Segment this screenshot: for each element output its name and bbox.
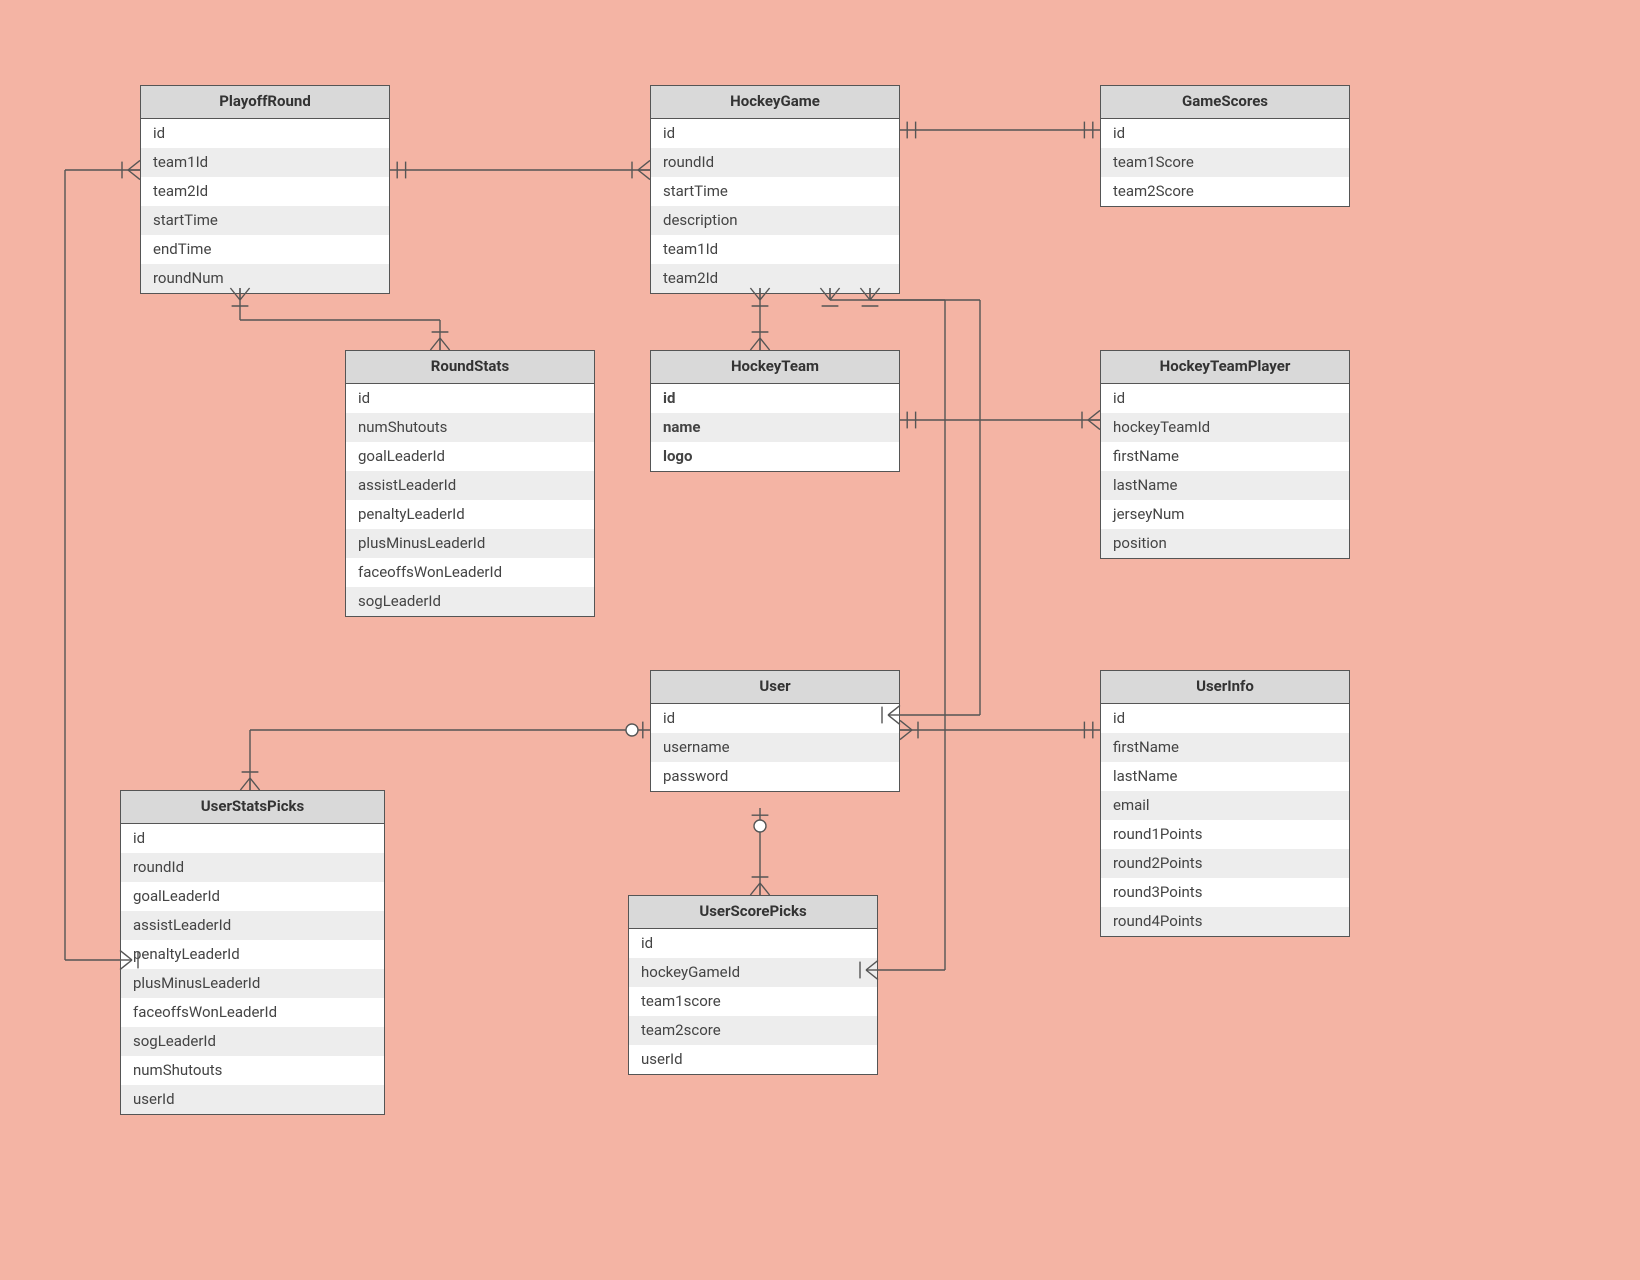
entity-playoffround: PlayoffRoundidteam1Idteam2IdstartTimeend… [140, 85, 390, 294]
entity-field: team1Id [651, 235, 899, 264]
entity-field: hockeyTeamId [1101, 413, 1349, 442]
entity-field: round4Points [1101, 907, 1349, 936]
entity-field: faceoffsWonLeaderId [121, 998, 384, 1027]
entity-field: roundId [651, 148, 899, 177]
entity-userscorepicks: UserScorePicksidhockeyGameIdteam1scorete… [628, 895, 878, 1075]
entity-userstatspicks: UserStatsPicksidroundIdgoalLeaderIdassis… [120, 790, 385, 1115]
entity-field: team2Id [651, 264, 899, 293]
entity-field: startTime [141, 206, 389, 235]
entity-field: team1Score [1101, 148, 1349, 177]
entity-field: numShutouts [121, 1056, 384, 1085]
entity-field: round3Points [1101, 878, 1349, 907]
entity-header: HockeyTeamPlayer [1101, 351, 1349, 384]
entity-header: UserStatsPicks [121, 791, 384, 824]
entity-field: assistLeaderId [121, 911, 384, 940]
entity-field: username [651, 733, 899, 762]
entity-field: team1score [629, 987, 877, 1016]
entity-header: PlayoffRound [141, 86, 389, 119]
entity-field: penaltyLeaderId [121, 940, 384, 969]
entity-field: team2Score [1101, 177, 1349, 206]
entity-field: team2score [629, 1016, 877, 1045]
entity-field: roundId [121, 853, 384, 882]
entity-header: HockeyTeam [651, 351, 899, 384]
entity-header: GameScores [1101, 86, 1349, 119]
entity-field: team1Id [141, 148, 389, 177]
entity-field: penaltyLeaderId [346, 500, 594, 529]
entity-field: assistLeaderId [346, 471, 594, 500]
entity-field: goalLeaderId [346, 442, 594, 471]
entity-field: userId [629, 1045, 877, 1074]
entity-userinfo: UserInfoidfirstNamelastNameemailround1Po… [1100, 670, 1350, 937]
entity-field: id [651, 384, 899, 413]
entity-field: startTime [651, 177, 899, 206]
entity-field: id [1101, 704, 1349, 733]
entity-field: sogLeaderId [346, 587, 594, 616]
entity-field: round2Points [1101, 849, 1349, 878]
entity-field: roundNum [141, 264, 389, 293]
entity-field: position [1101, 529, 1349, 558]
entity-field: password [651, 762, 899, 791]
entity-field: firstName [1101, 442, 1349, 471]
entity-field: hockeyGameId [629, 958, 877, 987]
entity-field: id [1101, 384, 1349, 413]
entity-field: team2Id [141, 177, 389, 206]
entity-field: id [651, 119, 899, 148]
entity-field: endTime [141, 235, 389, 264]
entity-hockeygame: HockeyGameidroundIdstartTimedescriptiont… [650, 85, 900, 294]
entity-hockeyteamplayer: HockeyTeamPlayeridhockeyTeamIdfirstNamel… [1100, 350, 1350, 559]
entity-header: UserInfo [1101, 671, 1349, 704]
entity-field: faceoffsWonLeaderId [346, 558, 594, 587]
entity-field: round1Points [1101, 820, 1349, 849]
entity-field: userId [121, 1085, 384, 1114]
entity-field: jerseyNum [1101, 500, 1349, 529]
entity-hockeyteam: HockeyTeamidnamelogo [650, 350, 900, 472]
entity-field: name [651, 413, 899, 442]
entity-header: RoundStats [346, 351, 594, 384]
entity-header: User [651, 671, 899, 704]
entity-user: Useridusernamepassword [650, 670, 900, 792]
entity-field: id [346, 384, 594, 413]
entity-gamescores: GameScoresidteam1Scoreteam2Score [1100, 85, 1350, 207]
entity-field: id [121, 824, 384, 853]
entity-header: HockeyGame [651, 86, 899, 119]
entity-field: logo [651, 442, 899, 471]
entity-field: sogLeaderId [121, 1027, 384, 1056]
er-diagram-canvas: PlayoffRoundidteam1Idteam2IdstartTimeend… [0, 0, 1640, 1280]
entity-field: goalLeaderId [121, 882, 384, 911]
entity-field: plusMinusLeaderId [121, 969, 384, 998]
entity-field: email [1101, 791, 1349, 820]
entity-header: UserScorePicks [629, 896, 877, 929]
entity-field: lastName [1101, 762, 1349, 791]
entity-field: id [651, 704, 899, 733]
entity-field: description [651, 206, 899, 235]
entity-field: id [1101, 119, 1349, 148]
entity-field: id [141, 119, 389, 148]
entity-field: numShutouts [346, 413, 594, 442]
entity-field: firstName [1101, 733, 1349, 762]
entity-field: plusMinusLeaderId [346, 529, 594, 558]
entity-field: id [629, 929, 877, 958]
entity-field: lastName [1101, 471, 1349, 500]
entity-roundstats: RoundStatsidnumShutoutsgoalLeaderIdassis… [345, 350, 595, 617]
